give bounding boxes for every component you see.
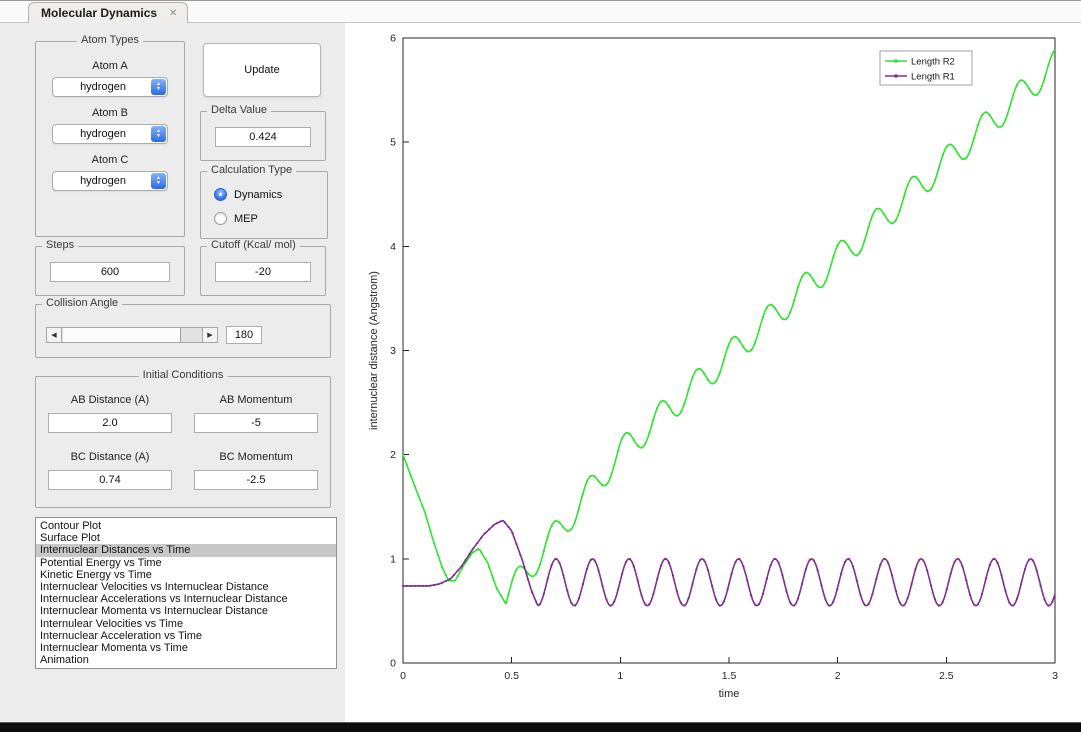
svg-text:3: 3 [390,345,396,357]
atom-a-value: hydrogen [80,81,126,93]
list-item[interactable]: Contour Plot [40,520,102,532]
atom-c-dropdown[interactable]: hydrogen ▲ ▼ [52,171,168,191]
svg-text:internuclear distance (Angstro: internuclear distance (Angstrom) [368,271,380,430]
svg-text:time: time [719,688,740,700]
list-item[interactable]: Animation [40,654,89,667]
radio-mep[interactable]: MEP [214,212,258,225]
svg-text:2: 2 [835,670,841,682]
radio-dynamics-icon[interactable] [214,188,227,201]
initial-conditions-group: Initial Conditions AB Distance (A) AB Mo… [35,369,331,508]
atom-a-label: Atom A [92,60,128,72]
svg-text:4: 4 [390,241,396,253]
list-item[interactable]: Internuclear Acceleration vs Time [40,629,203,642]
update-button[interactable]: Update [203,43,321,97]
svg-text:6: 6 [390,33,396,45]
bottom-bar [0,722,1081,732]
list-item[interactable]: Surface Plot [40,532,100,545]
cutoff-title: Cutoff (Kcal/ mol) [207,239,300,251]
svg-text:0.5: 0.5 [504,670,519,682]
atom-types-title: Atom Types [77,34,143,46]
steps-field[interactable] [50,262,170,282]
tab-title: Molecular Dynamics [41,6,158,20]
main-content: Atom Types Atom A hydrogen ▲ ▼ Atom B hyd… [0,23,1081,723]
delta-value-field[interactable] [215,127,311,147]
tab-molecular-dynamics[interactable]: Molecular Dynamics ✕ [28,2,189,23]
steps-title: Steps [42,239,79,251]
figure-area: 0 0.5 1 1.5 2 2.5 3 0 1 2 3 4 5 6 time internuclear dis… [345,23,1081,723]
bc-distance-label: BC Distance (A) [70,451,150,463]
internuclear-distance-plot: 0 0.5 1 1.5 2 2.5 3 0 1 2 3 4 5 6 time internuclear dis… [368,33,1058,701]
slider-thumb[interactable] [63,328,181,342]
delta-value-group: Delta Value [200,104,326,161]
dropdown-spinner-icon[interactable]: ▲ ▼ [151,126,166,142]
delta-value-title: Delta Value [207,104,272,116]
bc-momentum-label: BC Momentum [219,451,293,463]
svg-text:5: 5 [390,137,396,149]
atom-c-label: Atom C [91,154,129,166]
calculation-type-title: Calculation Type [207,164,297,176]
initial-conditions-title: Initial Conditions [138,369,228,381]
collision-angle-field[interactable] [226,326,262,344]
atom-b-label: Atom B [91,107,129,119]
collision-angle-group: Collision Angle ◀ ▶ [35,297,331,358]
atom-types-group: Atom Types Atom A hydrogen ▲ ▼ Atom B hyd… [35,34,185,237]
radio-mep-icon[interactable] [214,212,227,225]
list-item[interactable]: Kinetic Energy vs Time [40,568,152,581]
control-panel: Atom Types Atom A hydrogen ▲ ▼ Atom B hyd… [0,23,345,723]
tab-bar: Molecular Dynamics ✕ [0,1,1081,23]
svg-text:1: 1 [617,670,623,682]
svg-text:3: 3 [1052,670,1058,682]
atom-c-value: hydrogen [80,175,126,187]
svg-text:0: 0 [400,670,406,682]
plot-type-listbox[interactable]: Contour Plot Surface Plot Internuclear D… [35,517,337,669]
atom-b-dropdown[interactable]: hydrogen ▲ ▼ [52,124,168,144]
cutoff-group: Cutoff (Kcal/ mol) [200,239,326,296]
radio-dynamics[interactable]: Dynamics [214,188,282,201]
radio-mep-label: MEP [234,212,258,225]
ab-distance-field[interactable] [48,413,172,433]
calculation-type-group: Calculation Type Dynamics MEP [200,164,328,239]
slider-left-arrow-icon[interactable]: ◀ [47,328,62,342]
ab-momentum-field[interactable] [194,413,318,433]
svg-text:1: 1 [390,553,396,565]
svg-text:2.5: 2.5 [939,670,954,682]
list-item[interactable]: Internuclear Accelerations vs Internucle… [40,593,288,606]
tab-close-icon[interactable]: ✕ [169,7,178,19]
list-item[interactable]: Internuclear Velocities vs Internuclear … [40,581,269,594]
svg-text:Length R2: Length R2 [911,57,955,68]
ab-distance-label: AB Distance (A) [70,394,150,406]
bc-distance-field[interactable] [48,470,172,490]
svg-text:2: 2 [390,449,396,461]
dropdown-spinner-icon[interactable]: ▲ ▼ [151,173,166,189]
radio-dynamics-label: Dynamics [234,188,283,201]
list-item[interactable]: Potential Energy vs Time [40,556,162,569]
list-item[interactable]: Internuclear Momenta vs Time [40,642,188,655]
svg-text:Length R1: Length R1 [911,72,955,83]
list-item[interactable]: Internuclear Momenta vs Internuclear Dis… [40,605,269,618]
svg-text:1.5: 1.5 [722,670,737,682]
list-item[interactable]: Internuclear Distances vs Time [36,544,336,557]
atom-a-dropdown[interactable]: hydrogen ▲ ▼ [52,77,168,97]
cutoff-field[interactable] [215,262,311,282]
ab-momentum-label: AB Momentum [219,394,293,406]
svg-text:0: 0 [390,658,396,670]
slider-right-arrow-icon[interactable]: ▶ [202,328,217,342]
steps-group: Steps [35,239,185,296]
bc-momentum-field[interactable] [194,470,318,490]
dropdown-spinner-icon[interactable]: ▲ ▼ [151,79,166,95]
atom-b-value: hydrogen [80,128,126,140]
collision-angle-slider[interactable]: ◀ ▶ [46,327,218,343]
list-item[interactable]: Internulear Velocities vs Time [40,617,184,630]
collision-angle-title: Collision Angle [42,297,123,309]
